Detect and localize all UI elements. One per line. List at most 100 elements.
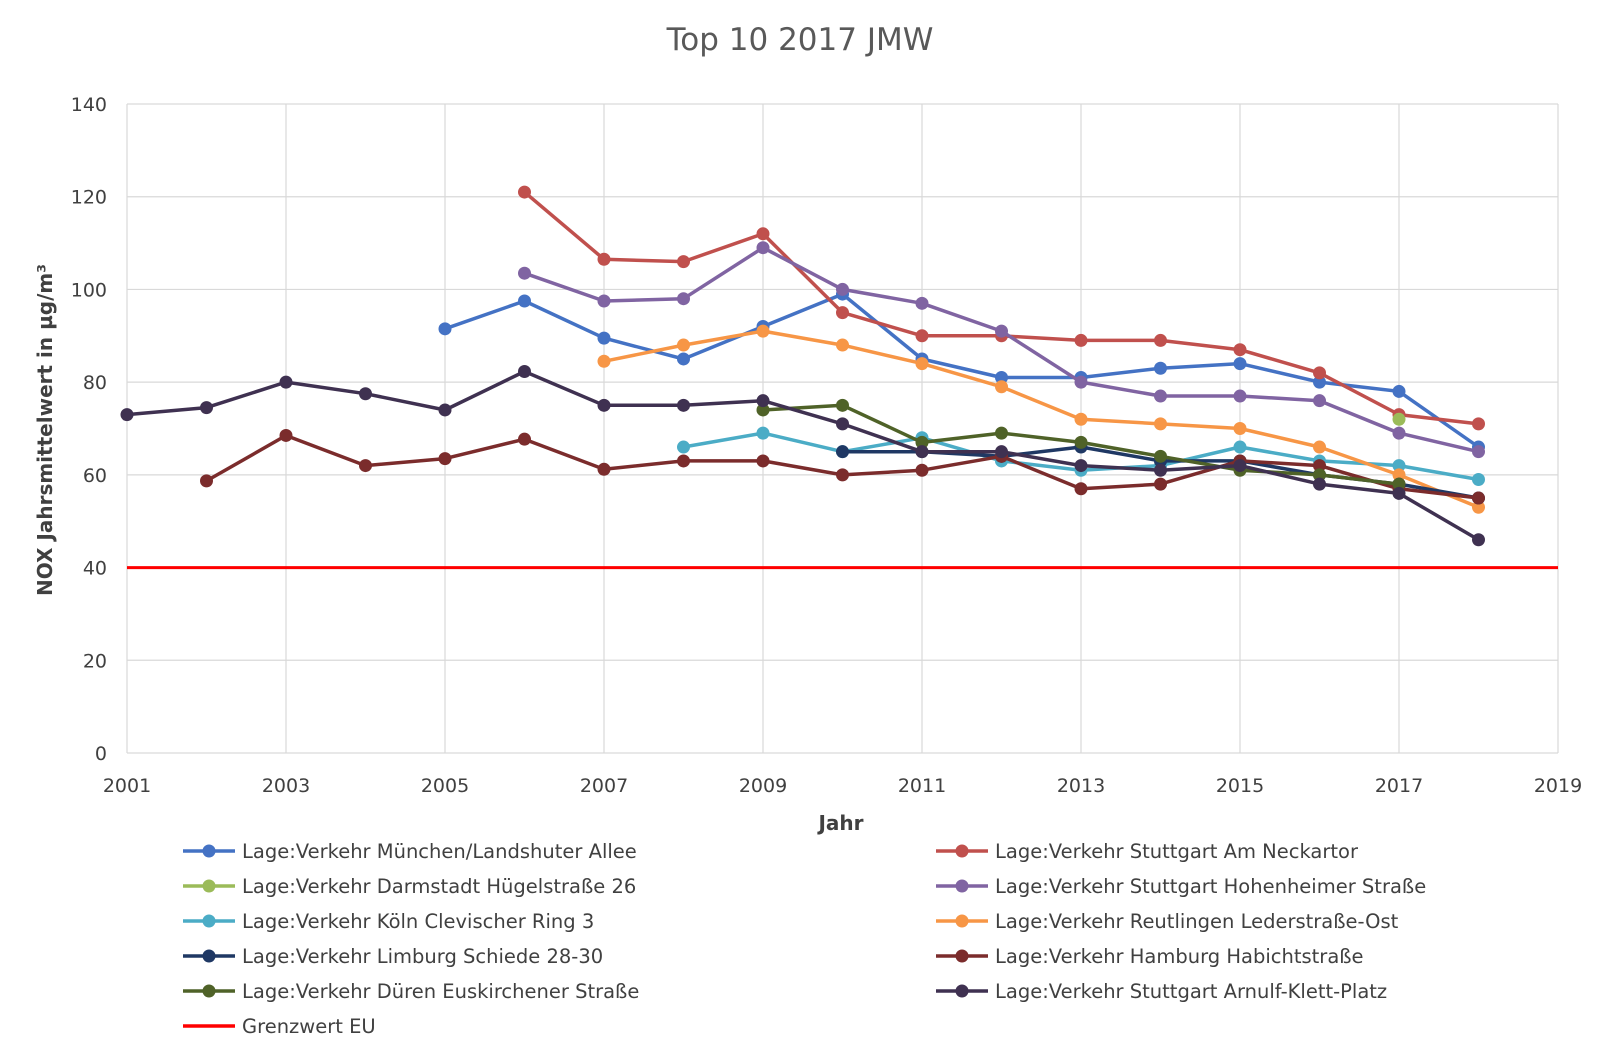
data-point <box>995 371 1008 385</box>
data-point <box>1233 357 1247 371</box>
legend-item: Lage:Verkehr Darmstadt Hügelstraße 26 <box>183 875 636 898</box>
legend-marker <box>202 949 216 963</box>
data-point <box>677 338 690 352</box>
legend-item: Lage:Verkehr Hamburg Habichtstraße <box>936 945 1364 968</box>
data-point <box>1074 482 1088 496</box>
data-point <box>1472 533 1485 547</box>
data-point <box>279 375 293 389</box>
data-point <box>836 445 849 459</box>
data-point <box>1074 435 1088 449</box>
legend-item: Grenzwert EU <box>183 1015 376 1038</box>
y-tick-label: 0 <box>95 743 107 765</box>
legend-marker <box>955 844 969 858</box>
data-point <box>518 364 531 378</box>
data-point <box>1472 417 1485 431</box>
data-point <box>597 462 611 476</box>
data-point <box>1392 412 1406 426</box>
legend-item: Lage:Verkehr Limburg Schiede 28-30 <box>183 945 603 968</box>
legend-item: Lage:Verkehr Stuttgart Am Neckartor <box>936 840 1359 863</box>
data-point <box>120 408 134 422</box>
y-tick-label: 120 <box>71 187 107 209</box>
data-point <box>438 452 452 466</box>
data-point <box>518 432 531 446</box>
data-point <box>597 398 611 412</box>
data-point <box>915 357 929 371</box>
data-point <box>597 252 611 266</box>
y-tick-label: 60 <box>83 465 107 487</box>
legend-marker <box>955 914 969 928</box>
data-point <box>1313 459 1326 473</box>
data-point <box>836 417 849 431</box>
series-line <box>205 433 1479 500</box>
data-point <box>359 387 372 401</box>
chart-title: Top 10 2017 JMW <box>666 22 934 58</box>
data-point <box>1392 468 1406 482</box>
legend-item: Lage:Verkehr Stuttgart Hohenheimer Straß… <box>936 875 1426 898</box>
data-point <box>279 428 293 442</box>
data-point <box>915 435 929 449</box>
data-point <box>1472 500 1485 514</box>
data-point <box>597 331 611 345</box>
legend-item: Lage:Verkehr Reutlingen Lederstraße-Ost <box>936 910 1399 933</box>
legend-marker <box>955 879 969 893</box>
x-tick-label: 2009 <box>739 775 787 797</box>
data-point <box>915 445 929 459</box>
data-point <box>756 403 770 417</box>
legend: Lage:Verkehr München/Landshuter Allee Lag… <box>183 840 1426 1038</box>
data-point <box>1233 343 1247 357</box>
legend-label: Lage:Verkehr Stuttgart Am Neckartor <box>995 840 1359 863</box>
series-8 <box>756 398 1406 491</box>
data-point <box>1472 472 1485 486</box>
x-tick-label: 2015 <box>1216 775 1264 797</box>
x-tick-label: 2001 <box>103 775 151 797</box>
data-point <box>1313 440 1326 454</box>
data-point <box>1392 486 1406 500</box>
data-point <box>677 440 690 454</box>
data-point <box>597 294 611 308</box>
series-7 <box>200 428 1485 505</box>
data-point <box>359 459 372 473</box>
x-tick-label: 2017 <box>1375 775 1423 797</box>
data-point <box>1233 459 1247 473</box>
data-point <box>995 380 1008 394</box>
series-line <box>126 369 1480 542</box>
data-point <box>1472 491 1485 505</box>
data-point <box>915 329 929 343</box>
data-point <box>756 454 770 468</box>
data-point <box>1074 375 1088 389</box>
data-point <box>995 324 1008 338</box>
data-point <box>756 394 770 408</box>
legend-label: Grenzwert EU <box>242 1015 376 1038</box>
data-point <box>756 241 770 255</box>
data-point <box>995 426 1008 440</box>
y-tick-label: 140 <box>71 94 107 116</box>
data-point <box>677 454 690 468</box>
data-point <box>1154 389 1167 403</box>
data-point <box>1233 440 1247 454</box>
y-tick-labels: 0 20 40 60 80 100 120 140 <box>71 94 107 765</box>
x-tick-label: 2011 <box>898 775 946 797</box>
data-point <box>677 398 690 412</box>
data-point <box>677 255 690 269</box>
data-point <box>836 468 849 482</box>
data-point <box>1074 412 1088 426</box>
data-point <box>1233 389 1247 403</box>
data-point <box>836 398 849 412</box>
data-point <box>200 401 213 415</box>
data-point <box>915 296 929 310</box>
series-line <box>444 292 1480 449</box>
series-line <box>603 329 1480 509</box>
data-point <box>1233 422 1247 435</box>
data-point <box>518 185 531 199</box>
series-0 <box>438 287 1485 454</box>
data-point <box>995 445 1008 459</box>
data-point <box>200 474 213 488</box>
series-1 <box>518 185 1485 431</box>
x-tick-label: 2005 <box>421 775 469 797</box>
x-axis-label: Jahr <box>816 811 863 835</box>
x-tick-label: 2003 <box>262 775 310 797</box>
y-tick-label: 80 <box>83 372 107 394</box>
data-point <box>597 354 611 368</box>
y-tick-label: 20 <box>83 650 107 672</box>
